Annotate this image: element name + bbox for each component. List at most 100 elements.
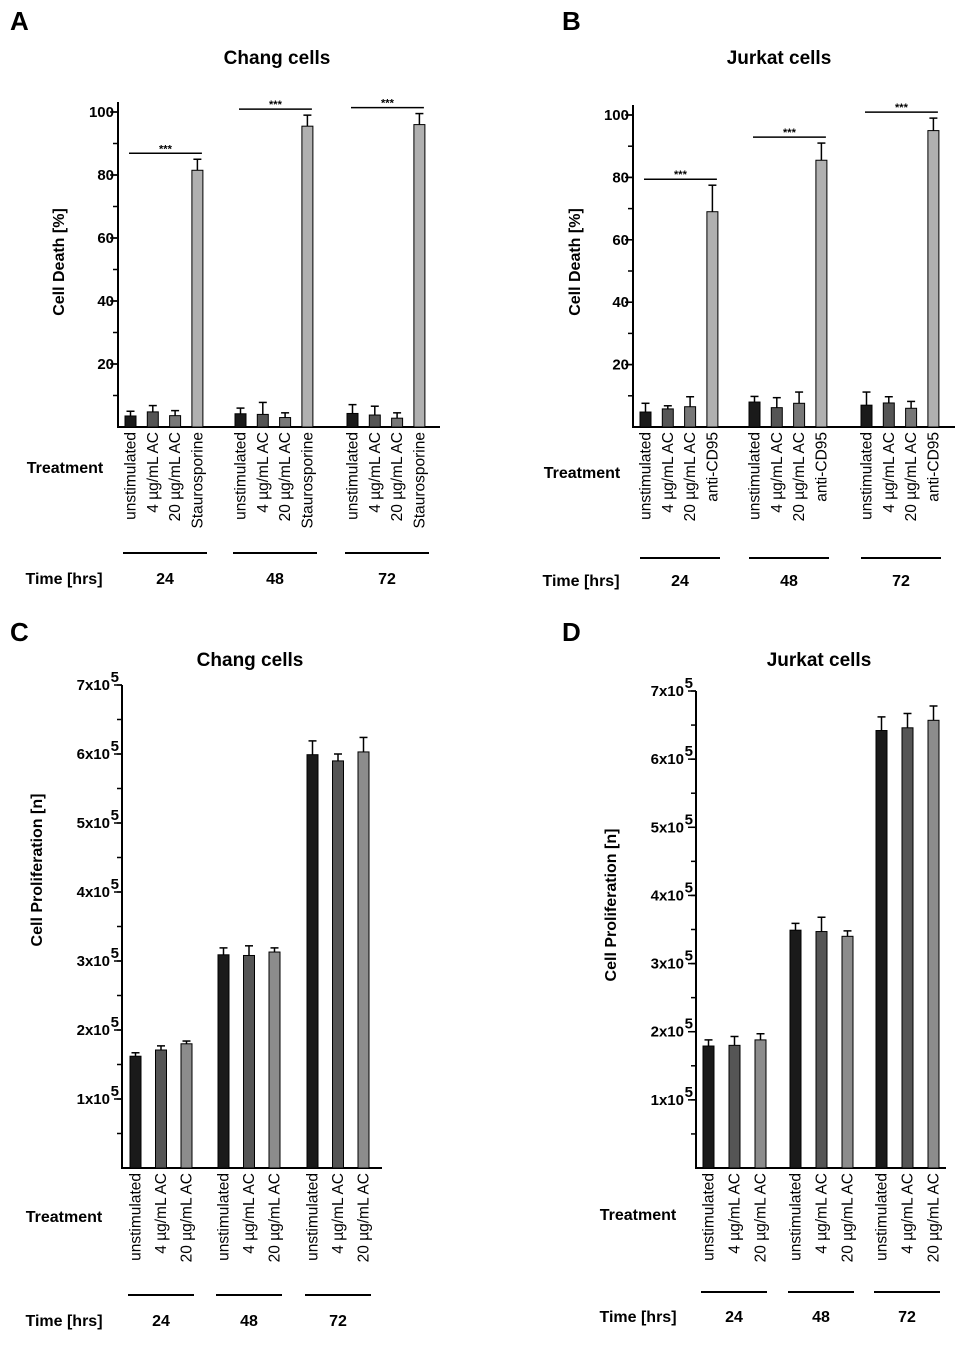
time-label: Time [hrs] xyxy=(25,1313,102,1330)
category-label: unstimulated xyxy=(216,1173,233,1261)
bar xyxy=(301,125,314,428)
bar xyxy=(815,159,828,428)
bar xyxy=(860,404,873,428)
bar-group-24: unstimulated 4 µg/mL AC 20 µg/mL AC 24 xyxy=(128,1040,196,1330)
category-label: Staurosporine xyxy=(411,432,428,529)
y-tick-label: 2x10 xyxy=(651,1024,684,1041)
treatment-label: Treatment xyxy=(26,1209,103,1226)
bar xyxy=(391,417,404,428)
bar xyxy=(789,929,802,1169)
y-tick-label: 5x10 xyxy=(77,815,110,832)
y-tick-exponent: 5 xyxy=(111,945,119,962)
panel-letter: B xyxy=(562,6,581,36)
y-tick-exponent: 5 xyxy=(111,807,119,824)
bar xyxy=(905,407,918,428)
bar xyxy=(217,954,230,1169)
significance-stars: *** xyxy=(269,99,283,111)
y-tick-label: 7x10 xyxy=(651,683,684,700)
bar xyxy=(191,169,204,428)
bar xyxy=(146,411,159,428)
bar-group-72: unstimulated 4 µg/mL AC 20 µg/mL AC anti-CD… xyxy=(859,102,943,590)
y-tick-label: 20 xyxy=(612,357,629,374)
bar xyxy=(357,751,370,1169)
bar xyxy=(346,412,359,428)
category-label: 4 µg/mL AC xyxy=(881,432,898,513)
category-label: 4 µg/mL AC xyxy=(769,432,786,513)
category-label: 4 µg/mL AC xyxy=(814,1173,831,1254)
y-tick-exponent: 5 xyxy=(685,1016,693,1033)
category-label: 20 µg/mL AC xyxy=(356,1173,373,1262)
y-tick-label: 6x10 xyxy=(77,746,110,763)
time-value: 48 xyxy=(780,573,798,590)
category-label: unstimulated xyxy=(305,1173,322,1261)
bar xyxy=(306,754,319,1169)
category-label: 4 µg/mL AC xyxy=(153,1173,170,1254)
significance-stars: *** xyxy=(381,98,395,110)
bar xyxy=(901,727,914,1169)
y-tick-label: 3x10 xyxy=(77,953,110,970)
category-label: unstimulated xyxy=(123,432,140,520)
chart-title: Jurkat cells xyxy=(727,48,832,69)
bar-group-48: unstimulated 4 µg/mL AC 20 µg/mL AC 48 xyxy=(216,945,284,1330)
y-tick-exponent: 5 xyxy=(111,1083,119,1100)
y-tick-label: 60 xyxy=(97,230,114,247)
bar xyxy=(882,402,895,428)
bar xyxy=(661,408,674,428)
category-label: 4 µg/mL AC xyxy=(330,1173,347,1254)
time-value: 24 xyxy=(156,571,174,588)
y-tick-exponent: 5 xyxy=(685,675,693,692)
category-label: 20 µg/mL AC xyxy=(389,432,406,521)
bar-group-72: unstimulated 4 µg/mL AC 20 µg/mL AC 72 xyxy=(305,736,373,1330)
category-label: anti-CD95 xyxy=(813,432,830,502)
bar xyxy=(770,407,783,428)
time-value: 48 xyxy=(240,1313,258,1330)
bar xyxy=(728,1044,741,1169)
bar-group-24: unstimulated 4 µg/mL AC 20 µg/mL AC 24 xyxy=(701,1033,770,1326)
bar-group-48: unstimulated 4 µg/mL AC 20 µg/mL AC 48 xyxy=(788,916,857,1326)
bar xyxy=(815,931,828,1169)
y-tick-label: 80 xyxy=(612,169,629,186)
category-label: 4 µg/mL AC xyxy=(660,432,677,513)
y-tick-label: 80 xyxy=(97,167,114,184)
chart-title: Chang cells xyxy=(197,650,304,671)
bar-group-72: unstimulated 4 µg/mL AC 20 µg/mL AC 72 xyxy=(874,705,943,1326)
category-label: unstimulated xyxy=(638,432,655,520)
y-tick-exponent: 5 xyxy=(685,811,693,828)
time-value: 72 xyxy=(329,1313,347,1330)
bar-group-72: unstimulated 4 µg/mL AC 20 µg/mL AC Stauros… xyxy=(345,98,429,588)
significance-stars: *** xyxy=(783,127,797,139)
bar xyxy=(927,130,940,428)
bar xyxy=(748,401,761,428)
category-label: 20 µg/mL AC xyxy=(840,1173,857,1262)
y-tick-label: 5x10 xyxy=(651,819,684,836)
bar xyxy=(927,719,940,1169)
bar xyxy=(841,935,854,1169)
category-label: Staurosporine xyxy=(189,432,206,529)
category-label: 4 µg/mL AC xyxy=(241,1173,258,1254)
category-label: 4 µg/mL AC xyxy=(145,432,162,513)
bar xyxy=(243,954,255,1169)
time-value: 24 xyxy=(671,573,689,590)
panel-letter: C xyxy=(10,617,29,647)
y-tick-label: 2x10 xyxy=(77,1022,110,1039)
panel-a: A Chang cells Cell Death [%] 20 40 60 80 100 Tre… xyxy=(10,6,440,588)
time-value: 48 xyxy=(266,571,284,588)
bar xyxy=(180,1043,193,1169)
bar xyxy=(702,1045,715,1169)
category-label: 20 µg/mL AC xyxy=(791,432,808,521)
bar-group-48: unstimulated 4 µg/mL AC 20 µg/mL AC anti-CD… xyxy=(747,127,831,590)
y-axis-label: Cell Proliferation [n] xyxy=(29,794,46,947)
y-tick-label: 100 xyxy=(89,104,114,121)
category-label: unstimulated xyxy=(701,1173,718,1261)
bar xyxy=(234,413,247,428)
y-tick-label: 6x10 xyxy=(651,751,684,768)
y-tick-label: 20 xyxy=(97,356,114,373)
y-tick-exponent: 5 xyxy=(111,876,119,893)
bar-group-24: unstimulated 4 µg/mL AC 20 µg/mL AC anti-CD… xyxy=(638,169,722,590)
chart-title: Jurkat cells xyxy=(767,650,872,671)
y-tick-exponent: 5 xyxy=(111,738,119,755)
time-label: Time [hrs] xyxy=(542,573,619,590)
y-tick-label: 1x10 xyxy=(651,1092,684,1109)
